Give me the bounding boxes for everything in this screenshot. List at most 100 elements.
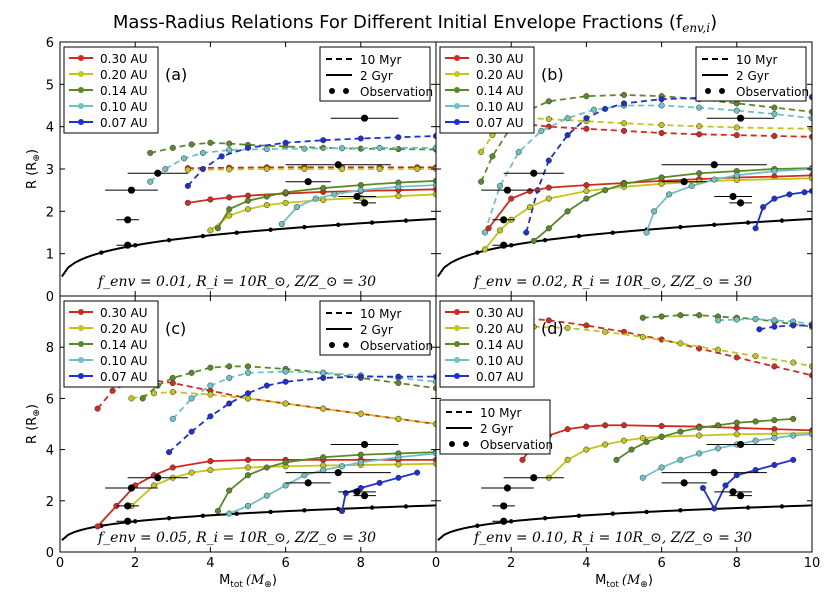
series-point — [150, 390, 158, 397]
series-point — [169, 374, 176, 381]
core-point — [302, 508, 307, 513]
legend-label: 0.07 AU — [476, 370, 524, 384]
series-point — [733, 132, 740, 139]
legend-label: 0.14 AU — [100, 84, 148, 98]
series-point — [583, 322, 590, 329]
series-point — [338, 165, 346, 173]
series-point — [301, 145, 308, 152]
core-point — [369, 220, 375, 225]
series-line-020AU-young — [533, 325, 812, 368]
series-point — [320, 405, 327, 412]
observation-point — [530, 169, 538, 177]
core-point — [610, 230, 615, 235]
series-point — [519, 456, 526, 463]
series-point — [342, 490, 349, 497]
series-point — [714, 346, 722, 353]
legend-label: Observation — [736, 85, 809, 99]
series-point — [564, 208, 571, 215]
panel-1 — [437, 91, 812, 278]
series-point — [432, 385, 436, 392]
series-point — [320, 185, 327, 192]
series-point — [620, 127, 628, 134]
legend-label: 0.10 AU — [476, 100, 524, 114]
series-point — [282, 189, 289, 196]
series-point — [583, 125, 590, 132]
series-line-007AU-young — [759, 324, 812, 331]
series-point — [199, 149, 206, 156]
series-point — [658, 433, 665, 440]
series-point — [658, 313, 665, 320]
series-point — [282, 368, 289, 375]
series-point — [169, 379, 176, 387]
series-point — [696, 450, 703, 457]
series-point — [207, 139, 214, 146]
observation-point — [736, 492, 745, 500]
series-point — [226, 140, 233, 147]
core-point — [542, 237, 548, 243]
series-line-014AU-young — [150, 141, 436, 154]
y-tick-label: 6 — [46, 36, 54, 51]
series-point — [147, 178, 154, 185]
series-point — [338, 145, 346, 152]
series-point — [207, 391, 214, 398]
series-line-010AU-old — [645, 168, 812, 233]
series-point — [395, 183, 402, 190]
series-point — [376, 144, 383, 151]
series-point — [357, 451, 364, 458]
x-tick-label: 0 — [432, 556, 440, 571]
series-point — [338, 507, 346, 515]
observation-point — [124, 216, 132, 224]
series-point — [320, 467, 327, 474]
series-point — [181, 155, 188, 162]
y-tick-label: 5 — [46, 78, 54, 93]
series-point — [263, 201, 270, 209]
observation-point — [127, 484, 136, 492]
series-point — [564, 456, 571, 463]
y-tick-label: 4 — [46, 121, 54, 136]
series-point — [564, 324, 571, 332]
core-point — [576, 233, 582, 239]
x-axis-label: Mtot (M⊕) — [219, 573, 277, 590]
observation-point — [353, 488, 361, 496]
observation-point — [729, 192, 737, 201]
y-tick-label: 2 — [46, 495, 54, 510]
series-point — [214, 507, 221, 515]
series-point — [714, 445, 722, 452]
series-line-010AU-young — [717, 318, 812, 326]
series-point — [658, 121, 665, 129]
observation-point — [360, 199, 369, 207]
series-point — [147, 149, 154, 156]
series-point — [658, 102, 665, 109]
series-point — [207, 196, 214, 203]
series-point — [188, 395, 195, 402]
series-point — [485, 225, 492, 232]
series-point — [677, 312, 684, 319]
series-point — [583, 446, 590, 453]
series-point — [711, 176, 718, 183]
core-point — [745, 220, 751, 225]
series-point — [320, 374, 327, 381]
series-point — [808, 322, 812, 329]
series-line-010AU-young — [484, 104, 812, 233]
series-point — [711, 505, 718, 512]
panel-letter: (b) — [541, 65, 564, 84]
series-point — [639, 314, 646, 321]
series-point — [282, 199, 289, 206]
series-line-010AU-old — [642, 433, 812, 479]
series-point — [620, 180, 628, 187]
series-point — [658, 464, 665, 471]
core-point — [268, 227, 273, 232]
chart-title: Mass-Radius Relations For Different Init… — [113, 12, 717, 35]
panel-letter: (a) — [165, 65, 187, 84]
series-point — [666, 191, 673, 198]
series-point — [244, 197, 252, 204]
core-point — [712, 222, 717, 227]
observation-point — [124, 517, 132, 525]
x-tick-label: 4 — [582, 556, 590, 571]
series-point — [583, 93, 590, 100]
series-point — [184, 199, 191, 206]
series-line-014AU-young — [642, 314, 812, 328]
series-point — [282, 482, 289, 489]
observation-point — [500, 517, 508, 525]
series-point — [602, 328, 609, 335]
